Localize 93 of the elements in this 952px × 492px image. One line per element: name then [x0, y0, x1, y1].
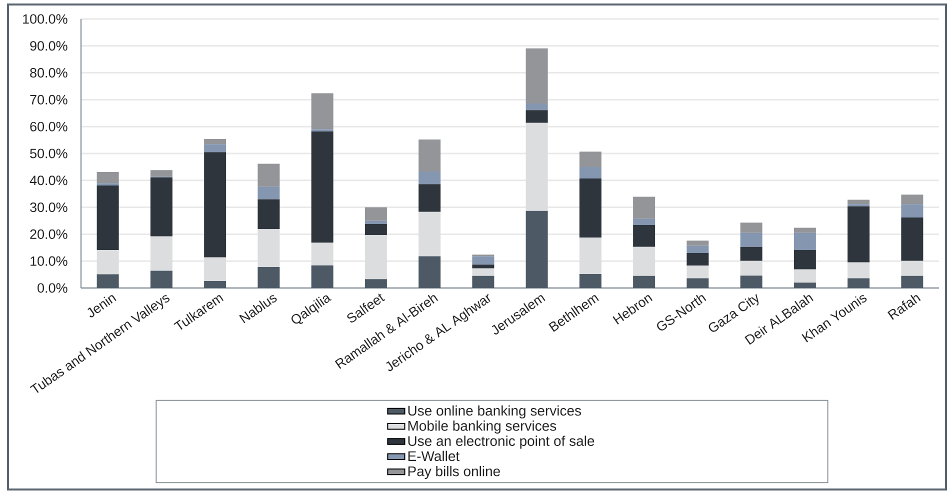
bar — [472, 268, 494, 276]
y-tick-label: 80.0% — [30, 68, 68, 78]
bar — [204, 152, 226, 258]
y-tick-label: 60.0% — [30, 122, 68, 132]
bar — [901, 204, 924, 218]
bar — [204, 138, 226, 144]
bar — [848, 206, 870, 262]
bar — [579, 166, 602, 179]
bar — [418, 140, 441, 172]
bar — [686, 240, 709, 246]
bar — [579, 152, 602, 167]
bar — [418, 212, 441, 256]
bar — [686, 246, 709, 254]
bar — [364, 279, 387, 288]
bar — [526, 210, 548, 288]
bar — [204, 280, 226, 288]
bar — [794, 228, 816, 233]
bar — [204, 257, 226, 281]
y-tick-label: 10.0% — [30, 256, 68, 266]
bar — [848, 262, 870, 278]
bar — [364, 207, 387, 221]
bar — [686, 266, 709, 278]
bar — [526, 110, 548, 123]
bar — [96, 183, 119, 186]
bar — [848, 200, 870, 204]
bar — [848, 278, 870, 288]
bar — [418, 172, 441, 184]
bar — [204, 144, 226, 152]
bar — [579, 238, 602, 274]
bar — [633, 218, 656, 226]
y-tick-label: 90.0% — [30, 41, 68, 51]
bar — [258, 199, 280, 230]
bar — [150, 236, 172, 271]
bar — [686, 278, 709, 288]
y-tick-label: 30.0% — [30, 202, 68, 212]
bar — [901, 276, 924, 288]
legend-label: Use online banking services — [408, 405, 582, 418]
bar — [472, 276, 494, 288]
bar — [311, 131, 334, 243]
bar — [418, 184, 441, 212]
bar — [472, 256, 494, 265]
y-tick-label: 100.0% — [23, 14, 68, 24]
bar — [901, 260, 924, 276]
x-tick-label: Jenin — [88, 295, 116, 318]
bar — [740, 222, 762, 233]
legend-label: E-Wallet — [408, 450, 460, 462]
bar — [258, 164, 280, 187]
bar — [526, 48, 548, 104]
bar — [311, 265, 334, 288]
bar — [258, 186, 280, 200]
bar — [364, 234, 387, 280]
bar — [258, 229, 280, 268]
y-tick-label: 40.0% — [30, 176, 68, 186]
y-tick-label: 70.0% — [30, 94, 68, 104]
bar — [633, 246, 656, 276]
bar — [794, 250, 816, 270]
bar — [794, 232, 816, 250]
legend-label: Mobile banking services — [408, 420, 556, 434]
bar — [740, 260, 762, 276]
bar — [150, 270, 172, 288]
bar — [740, 246, 762, 261]
bar — [740, 232, 762, 247]
bar — [633, 225, 656, 247]
bar — [418, 256, 441, 288]
bar — [794, 282, 816, 288]
bar — [364, 224, 387, 235]
y-tick-label: 0.0% — [38, 283, 68, 293]
bar — [150, 177, 172, 236]
bar — [686, 253, 709, 266]
bar — [96, 250, 119, 274]
bar — [150, 170, 172, 177]
bar — [472, 264, 494, 268]
y-tick-label: 20.0% — [30, 229, 68, 239]
bar — [740, 276, 762, 288]
bar — [633, 276, 656, 288]
bar — [258, 267, 280, 288]
bar — [364, 220, 387, 224]
bar — [794, 269, 816, 283]
bar — [96, 186, 119, 250]
bar — [633, 196, 656, 219]
bar — [901, 218, 924, 261]
legend-label: Pay bills online — [408, 466, 500, 480]
bar — [96, 172, 119, 184]
bar — [526, 122, 548, 211]
bar — [311, 242, 334, 266]
bar — [579, 178, 602, 238]
bar — [901, 194, 924, 204]
legend-label: Use an electronic point of sale — [408, 436, 594, 449]
bar — [311, 93, 334, 130]
bar — [579, 274, 602, 288]
bar — [526, 103, 548, 110]
bar — [96, 274, 119, 288]
y-tick-label: 50.0% — [30, 148, 68, 158]
